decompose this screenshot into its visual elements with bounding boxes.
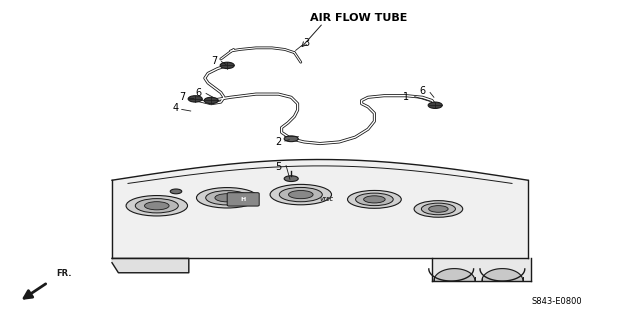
Ellipse shape: [135, 199, 179, 213]
Ellipse shape: [284, 176, 298, 182]
Ellipse shape: [348, 190, 401, 208]
Ellipse shape: [429, 206, 448, 212]
Text: S843-E0800: S843-E0800: [532, 297, 582, 306]
Text: 5: 5: [275, 161, 282, 172]
Text: VTEC: VTEC: [319, 197, 333, 202]
Ellipse shape: [145, 202, 169, 210]
Text: FR.: FR.: [56, 269, 72, 278]
Ellipse shape: [205, 191, 249, 205]
Ellipse shape: [428, 102, 442, 108]
Ellipse shape: [220, 62, 234, 69]
Text: 2: 2: [275, 137, 282, 147]
Ellipse shape: [284, 136, 298, 142]
Text: 1: 1: [403, 92, 410, 102]
Ellipse shape: [356, 193, 393, 206]
Polygon shape: [434, 269, 475, 281]
Ellipse shape: [170, 189, 182, 194]
Ellipse shape: [196, 188, 258, 208]
Text: 6: 6: [195, 87, 202, 98]
Ellipse shape: [414, 201, 463, 217]
Text: 7: 7: [211, 56, 218, 66]
Ellipse shape: [188, 96, 202, 102]
Polygon shape: [112, 258, 189, 273]
Ellipse shape: [215, 194, 239, 202]
Ellipse shape: [279, 188, 323, 202]
Text: H: H: [241, 197, 246, 202]
Ellipse shape: [204, 97, 218, 104]
Ellipse shape: [364, 196, 385, 203]
Text: AIR FLOW TUBE: AIR FLOW TUBE: [310, 12, 407, 23]
Ellipse shape: [289, 190, 313, 199]
Text: 4: 4: [173, 103, 179, 114]
Ellipse shape: [270, 184, 332, 205]
Ellipse shape: [126, 196, 188, 216]
Polygon shape: [482, 269, 523, 281]
FancyBboxPatch shape: [227, 193, 259, 206]
Ellipse shape: [421, 203, 456, 215]
Text: 7: 7: [179, 92, 186, 102]
Text: 3: 3: [303, 38, 309, 48]
Polygon shape: [112, 160, 528, 258]
Polygon shape: [432, 258, 531, 281]
Text: 6: 6: [419, 86, 426, 96]
